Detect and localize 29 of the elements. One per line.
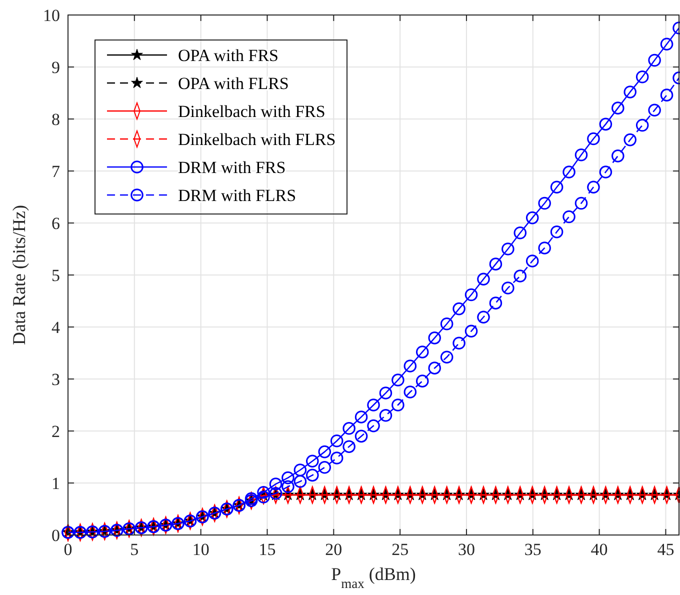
legend-label: OPA with FRS [178,46,278,65]
x-tick-label: 40 [590,540,608,559]
y-tick-label: 9 [52,58,60,77]
y-tick-label: 7 [52,162,60,181]
y-tick-label: 2 [52,422,60,441]
legend-label: DRM with FRS [178,158,286,177]
x-tick-label: 25 [392,540,409,559]
legend-label: OPA with FLRS [178,74,289,93]
y-tick-label: 10 [43,6,60,25]
y-tick-label: 4 [52,318,60,337]
x-axis-title: P$_{max}$ (dBm) [331,564,416,590]
x-tick-label: 20 [325,540,342,559]
x-tick-label: 30 [458,540,475,559]
x-tick-label: 45 [657,540,674,559]
legend-label: Dinkelbach with FRS [178,102,326,121]
y-tick-label: 1 [52,474,60,493]
y-tick-label: 8 [52,110,60,129]
x-tick-label: 0 [64,540,72,559]
x-tick-label: 15 [258,540,276,559]
legend-label: DRM with FLRS [178,186,296,205]
x-tick-label: 10 [192,540,210,559]
y-tick-label: 0 [52,526,60,545]
legend-label: Dinkelbach with FLRS [178,130,336,149]
x-tick-label: 5 [130,540,139,559]
y-axis-title: Data Rate (bits/Hz) [9,205,29,345]
y-tick-label: 3 [52,370,60,389]
y-tick-label: 6 [52,214,60,233]
y-tick-label: 5 [52,266,60,285]
x-tick-label: 35 [524,540,542,559]
